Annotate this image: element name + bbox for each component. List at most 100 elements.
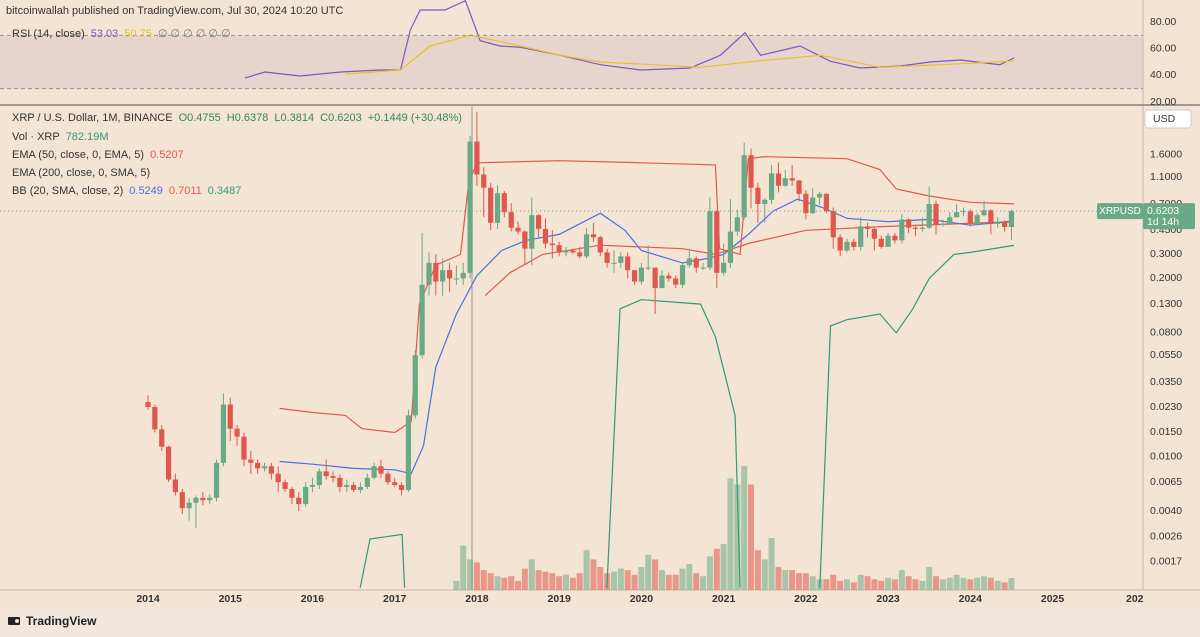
candle-body [734, 217, 740, 232]
volume-bar [953, 574, 960, 590]
volume-bar [590, 559, 597, 590]
volume-bar [933, 576, 940, 590]
candle-body [460, 272, 466, 279]
volume-bar [830, 574, 837, 590]
candle-body [789, 178, 795, 181]
candle-body [453, 278, 459, 280]
volume-bar [515, 580, 522, 590]
candle-body [960, 211, 967, 213]
candle-body [152, 407, 158, 430]
candle-body [426, 262, 432, 285]
y-tick-label: 0.0026 [1150, 530, 1182, 542]
candle-body [892, 235, 898, 241]
candle-body [275, 473, 281, 483]
volume-bar [508, 576, 515, 590]
candle-body [666, 275, 672, 279]
x-tick-label: 2015 [219, 593, 243, 605]
footer-bar [0, 608, 1200, 637]
volume-bar [665, 574, 672, 590]
candle-body [303, 486, 309, 505]
volume-bar [802, 573, 809, 590]
candle-body [899, 219, 905, 241]
candle-body [446, 270, 453, 279]
volume-bar [645, 554, 652, 590]
candle-body [234, 428, 240, 437]
volume-bar [775, 567, 782, 590]
legend-na: ∅ ∅ ∅ ∅ ∅ ∅ [158, 28, 231, 40]
rsi-line [345, 34, 1014, 75]
candle-body [823, 193, 830, 212]
y-tick-label: 1.6000 [1150, 149, 1182, 161]
candle-body [830, 211, 836, 238]
candle-body [248, 459, 254, 463]
candle-body [933, 203, 939, 224]
candle-body [597, 237, 603, 253]
x-tick-label: 2020 [630, 593, 654, 605]
y-tick-label: 0.0040 [1150, 505, 1182, 517]
candle-body [145, 402, 151, 408]
candle-body [186, 502, 192, 509]
x-tick-label: 2023 [876, 593, 900, 605]
candle-body [255, 462, 261, 469]
candle-body [309, 484, 316, 487]
brand: TradingView [26, 614, 97, 628]
x-tick-label: 2017 [383, 593, 407, 605]
candle-body [364, 477, 370, 487]
legend-name: EMA (200, close, 0, SMA, 5) [12, 167, 150, 179]
candle-body [652, 267, 658, 289]
x-tick-label: 2025 [1041, 593, 1065, 605]
candle-body [947, 217, 953, 224]
candle-body [748, 155, 754, 188]
y-tick-label: 0.1300 [1150, 298, 1182, 310]
rsi-tick-label: 60.00 [1150, 42, 1176, 54]
candle-body [357, 486, 364, 490]
volume-bar [576, 573, 583, 590]
legend-value: 0.7011 [169, 185, 202, 197]
candle-body [522, 231, 528, 249]
volume-bar [652, 559, 659, 590]
candle-body [906, 219, 912, 228]
candle-body [1002, 221, 1008, 227]
candle-body [296, 497, 302, 505]
candle-body [200, 497, 206, 501]
candle-body [330, 476, 336, 478]
volume-bar [535, 570, 542, 590]
candle-body [803, 193, 809, 214]
volume-bar [974, 577, 981, 590]
currency-box [1144, 109, 1192, 129]
candle-body [864, 226, 871, 229]
candle-body [316, 471, 322, 485]
volume-bar [583, 550, 590, 590]
volume-bar [501, 577, 508, 590]
countdown: 1d 14h [1147, 216, 1179, 228]
candle-body [919, 227, 925, 229]
candle-body [1008, 211, 1015, 227]
candle-body [213, 462, 220, 498]
candle-body [282, 482, 288, 489]
candle-body [350, 484, 357, 490]
y-tick-label: 0.0065 [1150, 476, 1182, 488]
candle-body [645, 267, 651, 269]
legend-title: XRP / U.S. Dollar, 1M, BINANCE [12, 112, 173, 124]
candle-body [159, 429, 165, 447]
x-tick-label: 2022 [794, 593, 818, 605]
candle-body [981, 210, 987, 216]
last-price-label: 0.6203 [1147, 205, 1179, 217]
volume-bar [891, 579, 898, 590]
volume-bar [878, 580, 885, 590]
candle-body [871, 228, 877, 239]
legend-value: 0.5249 [129, 185, 163, 197]
volume-bar [727, 478, 734, 590]
candle-body [165, 446, 172, 480]
volume-bar [987, 577, 994, 590]
candle-body [727, 231, 734, 263]
ohlc-label: L0.3814 [274, 112, 314, 124]
candle-body [583, 234, 590, 257]
legend-name: Vol · XRP [12, 131, 60, 143]
candle-body [220, 404, 227, 463]
volume-bar [761, 559, 768, 590]
legend-value: 0.3487 [208, 185, 242, 197]
legend-name: RSI (14, close) [12, 28, 85, 40]
volume-bar [1001, 582, 1008, 590]
